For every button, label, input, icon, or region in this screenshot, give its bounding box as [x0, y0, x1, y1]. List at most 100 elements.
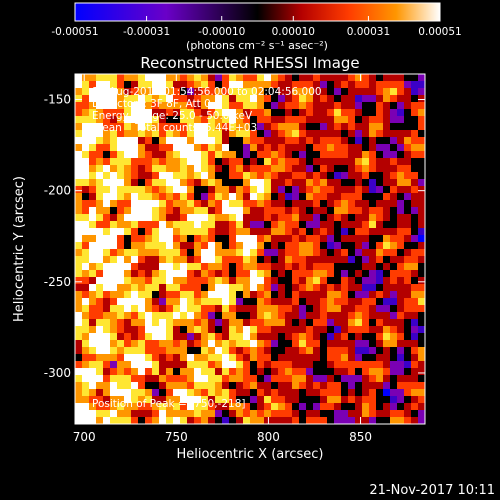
heatmap-cell [159, 389, 167, 397]
heatmap-cell [152, 74, 160, 82]
heatmap-cell [327, 221, 335, 229]
heatmap-cell [278, 340, 286, 348]
heatmap-cell [215, 375, 223, 383]
heatmap-cell [313, 354, 321, 362]
heatmap-cell [159, 193, 167, 201]
heatmap-cell [404, 249, 412, 257]
heatmap-cell [117, 382, 125, 390]
heatmap-cell [320, 102, 328, 110]
colorbar-ticks: -0.00051 -0.00031 -0.00010 0.00010 0.00031 0.… [51, 16, 462, 38]
heatmap-cell [264, 382, 272, 390]
heatmap-cell [390, 172, 398, 180]
heatmap-cell [313, 340, 321, 348]
heatmap-cell [404, 354, 412, 362]
heatmap-cell [145, 186, 153, 194]
heatmap-cell [348, 333, 356, 341]
heatmap-cell [341, 221, 349, 229]
heatmap-cell [397, 347, 405, 355]
heatmap-cell [376, 158, 384, 166]
heatmap-cell [250, 263, 258, 271]
heatmap-cell [348, 109, 356, 117]
heatmap-cell [348, 298, 356, 306]
heatmap-cell [159, 81, 167, 89]
heatmap-cell [278, 221, 286, 229]
heatmap-cell [89, 137, 97, 145]
heatmap-cell [418, 88, 425, 96]
heatmap-cell [75, 249, 83, 257]
heatmap-cell [271, 144, 279, 152]
heatmap-cell [376, 396, 384, 404]
heatmap-cell [166, 144, 174, 152]
heatmap-cell [418, 298, 425, 306]
heatmap-cell [89, 249, 97, 257]
heatmap-cell [103, 207, 111, 215]
heatmap-cell [201, 319, 209, 327]
heatmap-cell [313, 298, 321, 306]
heatmap-cell [152, 130, 160, 138]
heatmap-cell [82, 221, 90, 229]
heatmap-cell [180, 291, 188, 299]
x-tick-label: 700 [73, 430, 96, 444]
heatmap-cell [355, 116, 363, 124]
heatmap-cell [131, 193, 139, 201]
heatmap-cell [411, 123, 419, 131]
heatmap-cell [243, 382, 251, 390]
heatmap-cell [201, 361, 209, 369]
heatmap-cell [166, 186, 174, 194]
heatmap-cell [131, 228, 139, 236]
heatmap-cell [383, 151, 391, 159]
heatmap-cell [271, 270, 279, 278]
heatmap-cell [362, 375, 370, 383]
heatmap-cell [208, 389, 216, 397]
heatmap-cell [89, 361, 97, 369]
heatmap-cell [103, 116, 111, 124]
heatmap-cell [208, 382, 216, 390]
heatmap-cell [201, 95, 209, 103]
heatmap-cell [131, 291, 139, 299]
heatmap-cell [229, 144, 237, 152]
heatmap-cell [75, 396, 83, 404]
heatmap-cell [117, 354, 125, 362]
annotation-energy-range: Energy Range: 25.0 - 50.0 keV [92, 110, 253, 122]
heatmap-cell [390, 298, 398, 306]
heatmap-cell [131, 361, 139, 369]
heatmap-cell [131, 172, 139, 180]
heatmap-cell [215, 284, 223, 292]
heatmap-cell [313, 396, 321, 404]
heatmap-cell [222, 382, 230, 390]
heatmap-cell [278, 214, 286, 222]
heatmap-cell [390, 179, 398, 187]
heatmap-cell [306, 74, 314, 82]
heatmap-cell [418, 214, 425, 222]
heatmap-cell [243, 361, 251, 369]
heatmap-cell [180, 228, 188, 236]
heatmap-cell [229, 95, 237, 103]
heatmap-cell [285, 200, 293, 208]
heatmap-cell [145, 242, 153, 250]
heatmap-cell [166, 95, 174, 103]
heatmap-cell [278, 263, 286, 271]
heatmap-cell [166, 158, 174, 166]
heatmap-cell [117, 340, 125, 348]
heatmap-cell [390, 333, 398, 341]
heatmap-cell [327, 382, 335, 390]
heatmap-cell [138, 151, 146, 159]
heatmap-cell [222, 109, 230, 117]
heatmap-cell [159, 144, 167, 152]
heatmap-cell [397, 389, 405, 397]
heatmap-cell [243, 298, 251, 306]
heatmap-cell [187, 284, 195, 292]
heatmap-cell [117, 242, 125, 250]
heatmap-cell [369, 305, 377, 313]
heatmap-cell [271, 130, 279, 138]
heatmap-cell [292, 172, 300, 180]
heatmap-cell [110, 151, 118, 159]
heatmap-cell [117, 130, 125, 138]
heatmap-cell [166, 354, 174, 362]
heatmap-cell [306, 137, 314, 145]
heatmap-cell [194, 312, 202, 320]
heatmap-cell [117, 270, 125, 278]
heatmap-cell [348, 277, 356, 285]
heatmap-cell [222, 298, 230, 306]
heatmap-cell [306, 130, 314, 138]
